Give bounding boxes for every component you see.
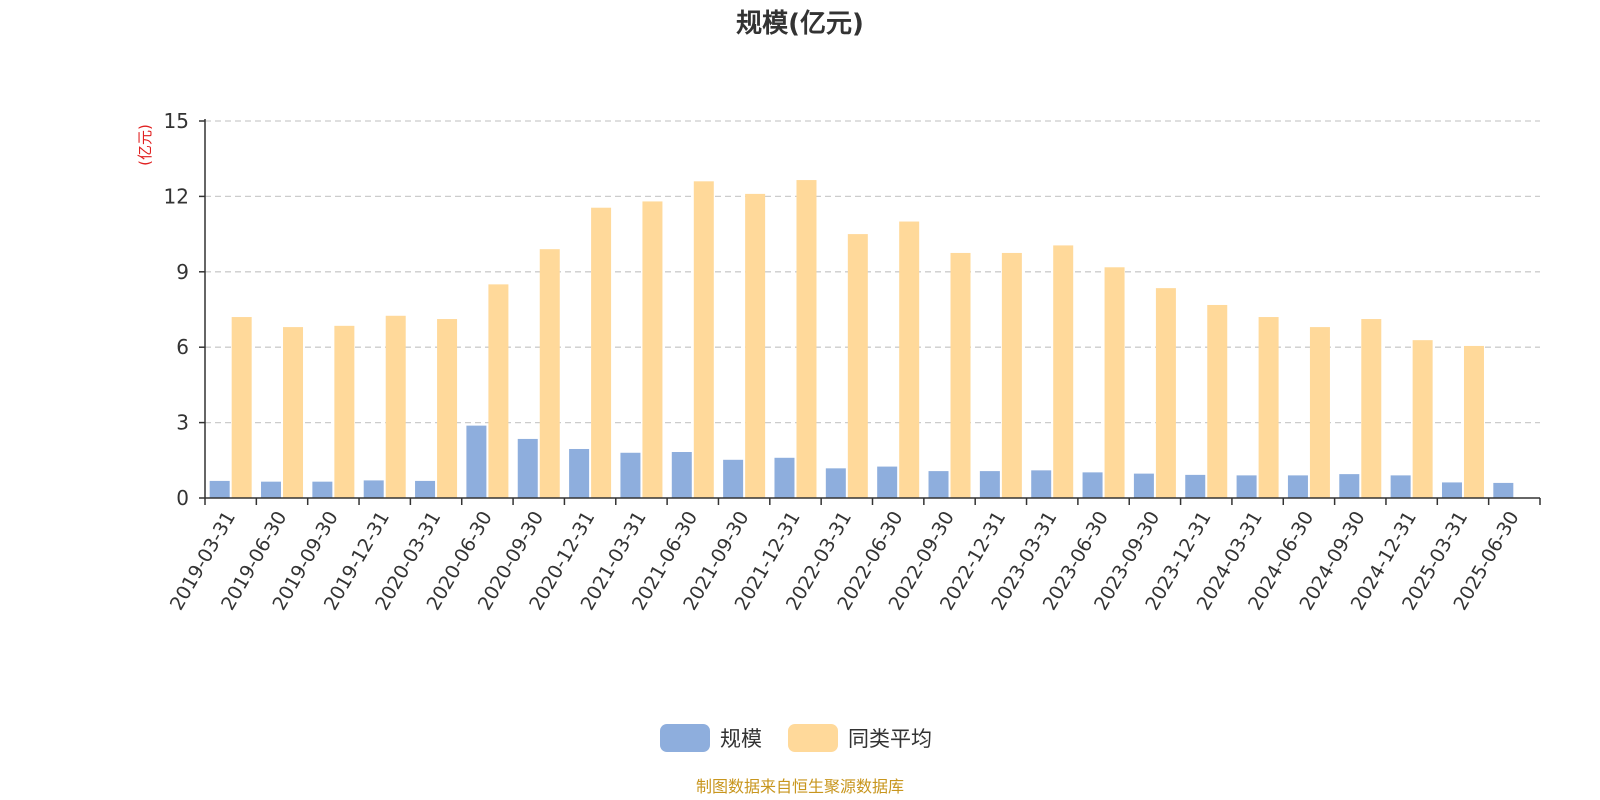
bar-scale[interactable] — [877, 466, 898, 498]
bar-peer-average[interactable] — [283, 327, 304, 498]
bar-scale[interactable] — [312, 481, 333, 498]
bar-scale[interactable] — [1133, 473, 1154, 498]
source-footer: 制图数据来自恒生聚源数据库 — [696, 777, 904, 796]
legend-item-peer-average[interactable]: 同类平均 — [788, 724, 932, 752]
bar-peer-average[interactable] — [488, 284, 509, 498]
bar-scale[interactable] — [1441, 482, 1462, 498]
bar-peer-average[interactable] — [847, 234, 868, 498]
bar-peer-average[interactable] — [1361, 319, 1382, 498]
bar-peer-average[interactable] — [1412, 340, 1433, 498]
bar-peer-average[interactable] — [693, 181, 714, 498]
y-tick-label: 3 — [176, 411, 189, 435]
bar-peer-average[interactable] — [1207, 304, 1228, 498]
bar-peer-average[interactable] — [950, 252, 971, 498]
bar-scale[interactable] — [363, 480, 384, 498]
bar-scale[interactable] — [671, 452, 692, 498]
bar-peer-average[interactable] — [334, 325, 355, 498]
bar-peer-average[interactable] — [539, 249, 560, 498]
bar-scale[interactable] — [517, 438, 538, 498]
bar-scale[interactable] — [1287, 475, 1308, 498]
bar-peer-average[interactable] — [745, 193, 766, 499]
bar-scale[interactable] — [1390, 475, 1411, 498]
bar-peer-average[interactable] — [1104, 267, 1125, 498]
y-tick-label: 15 — [164, 109, 189, 133]
legend-label-peer-average: 同类平均 — [848, 727, 932, 751]
bar-peer-average[interactable] — [642, 201, 663, 498]
bar-peer-average[interactable] — [231, 317, 252, 498]
y-tick-label: 12 — [164, 184, 189, 208]
bar-scale[interactable] — [723, 459, 744, 498]
bar-scale[interactable] — [1082, 472, 1103, 498]
bar-peer-average[interactable] — [1309, 327, 1330, 498]
bar-scale[interactable] — [1031, 470, 1052, 498]
bar-peer-average[interactable] — [1001, 252, 1022, 498]
bar-peer-average[interactable] — [1258, 317, 1279, 498]
bar-scale[interactable] — [620, 452, 641, 498]
y-tick-label: 9 — [176, 260, 189, 284]
y-axis-unit: (亿元) — [136, 124, 154, 166]
bar-peer-average[interactable] — [1155, 288, 1176, 498]
bar-scale[interactable] — [979, 471, 1000, 498]
bar-scale[interactable] — [1185, 474, 1206, 498]
legend-swatch-peer-average — [788, 724, 838, 752]
bar-scale[interactable] — [466, 425, 487, 498]
bar-scale[interactable] — [261, 481, 282, 498]
bars — [209, 180, 1514, 499]
bar-scale[interactable] — [1493, 482, 1514, 498]
bar-scale[interactable] — [825, 468, 846, 498]
bar-scale[interactable] — [774, 457, 795, 498]
chart-title: 规模(亿元) — [736, 9, 864, 39]
y-tick-label: 0 — [176, 486, 189, 510]
legend-item-scale[interactable]: 规模 — [660, 724, 762, 752]
legend-label-scale: 规模 — [720, 727, 762, 751]
bar-scale[interactable] — [1236, 475, 1257, 498]
bar-peer-average[interactable] — [796, 180, 817, 498]
legend-swatch-scale — [660, 724, 710, 752]
bar-peer-average[interactable] — [1463, 345, 1484, 498]
bar-peer-average[interactable] — [1053, 245, 1074, 498]
bar-peer-average[interactable] — [437, 319, 458, 498]
bar-scale[interactable] — [1339, 474, 1360, 498]
y-tick-label: 6 — [176, 335, 189, 359]
bar-scale[interactable] — [415, 480, 436, 498]
bar-peer-average[interactable] — [899, 221, 920, 499]
bar-scale[interactable] — [928, 471, 949, 498]
bar-scale[interactable] — [209, 480, 230, 498]
bar-peer-average[interactable] — [591, 207, 612, 498]
bar-scale[interactable] — [569, 448, 590, 498]
legend[interactable]: 规模 同类平均 — [660, 724, 932, 752]
bar-peer-average[interactable] — [385, 315, 406, 498]
